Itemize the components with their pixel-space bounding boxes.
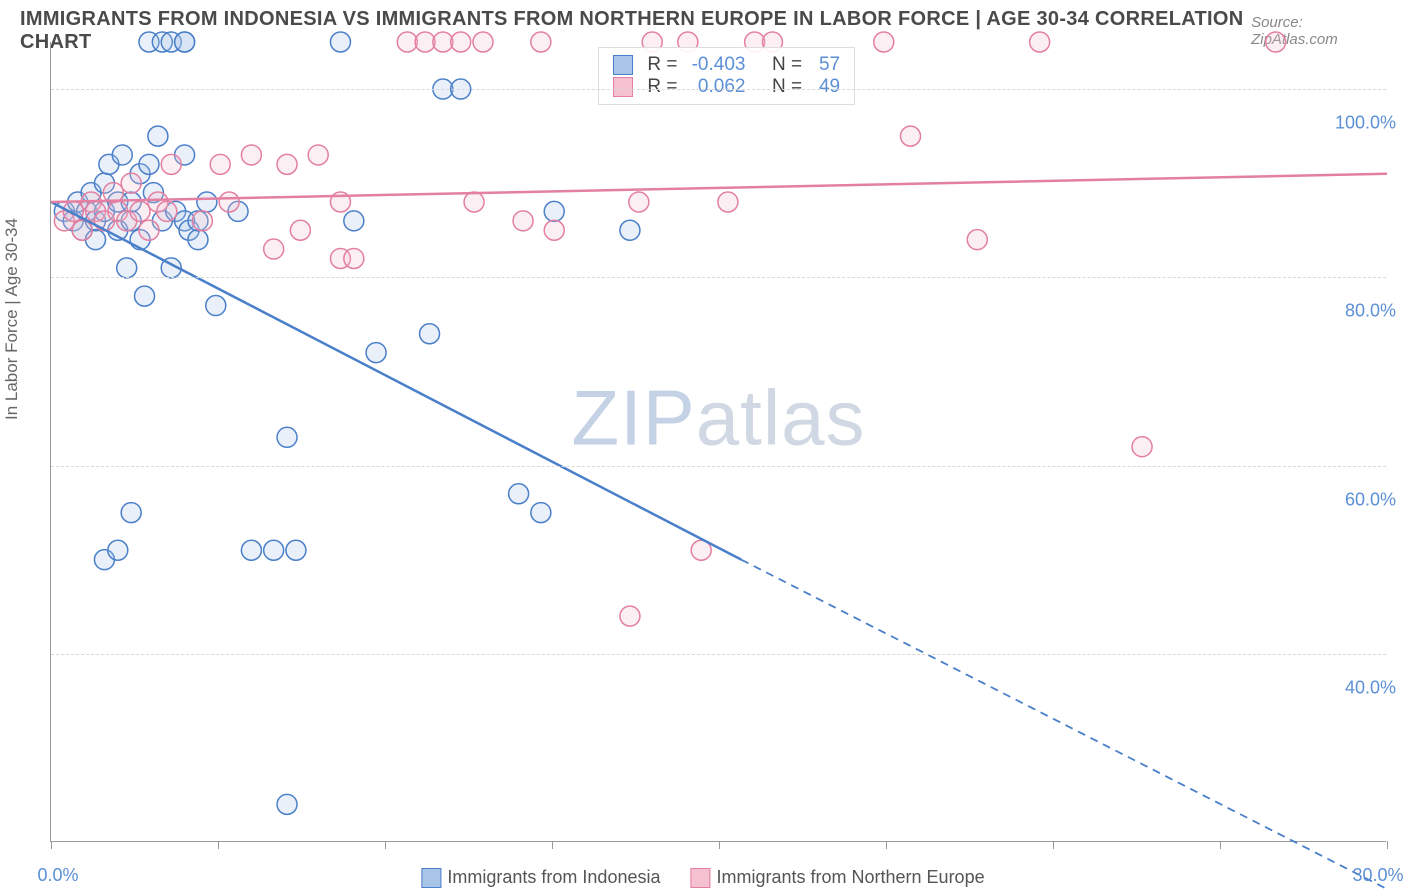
data-point <box>121 503 141 523</box>
data-point <box>900 126 920 146</box>
trend-line <box>51 202 741 560</box>
y-tick-label: 100.0% <box>1335 113 1396 134</box>
data-point <box>344 248 364 268</box>
data-point <box>277 794 297 814</box>
data-point <box>620 606 640 626</box>
data-point <box>629 192 649 212</box>
y-tick-label: 80.0% <box>1345 301 1396 322</box>
data-point <box>157 201 177 221</box>
data-point <box>197 192 217 212</box>
data-point <box>108 540 128 560</box>
x-tick <box>886 841 887 849</box>
series-swatch <box>613 55 633 75</box>
data-point <box>241 145 261 165</box>
scatter-svg <box>51 42 1386 841</box>
data-point <box>277 427 297 447</box>
x-tick <box>1220 841 1221 849</box>
data-point <box>148 126 168 146</box>
series-swatch <box>613 77 633 97</box>
data-point <box>121 173 141 193</box>
data-point <box>206 296 226 316</box>
data-point <box>286 540 306 560</box>
stats-row: R =0.062 N =49 <box>613 76 840 98</box>
x-tick-min: 0.0% <box>37 865 78 886</box>
y-axis-label: In Labor Force | Age 30-34 <box>2 218 22 420</box>
y-tick-label: 40.0% <box>1345 677 1396 698</box>
data-point <box>135 286 155 306</box>
data-point <box>620 220 640 240</box>
data-point <box>420 324 440 344</box>
x-tick <box>385 841 386 849</box>
data-point <box>330 32 350 52</box>
x-tick <box>218 841 219 849</box>
data-point <box>210 154 230 174</box>
series-name: Immigrants from Northern Europe <box>717 867 985 887</box>
data-point <box>464 192 484 212</box>
data-point <box>1030 32 1050 52</box>
y-tick-label: 60.0% <box>1345 489 1396 510</box>
data-point <box>473 32 493 52</box>
data-point <box>544 220 564 240</box>
data-point <box>192 211 212 231</box>
gridline <box>51 277 1386 278</box>
x-tick-max: 30.0% <box>1352 865 1403 886</box>
data-point <box>344 211 364 231</box>
data-point <box>175 32 195 52</box>
correlation-stats-box: R =-0.403 N =57 R =0.062 N =49 <box>598 47 855 105</box>
data-point <box>366 343 386 363</box>
data-point <box>161 154 181 174</box>
data-point <box>531 503 551 523</box>
data-point <box>513 211 533 231</box>
gridline <box>51 89 1386 90</box>
x-tick <box>1387 841 1388 849</box>
legend-item: Immigrants from Indonesia <box>421 867 660 888</box>
data-point <box>139 154 159 174</box>
data-point <box>967 230 987 250</box>
trend-line-extrapolated <box>741 560 1387 889</box>
data-point <box>308 145 328 165</box>
legend: Immigrants from Indonesia Immigrants from… <box>421 867 984 888</box>
gridline <box>51 654 1386 655</box>
data-point <box>139 220 159 240</box>
data-point <box>264 540 284 560</box>
data-point <box>188 230 208 250</box>
data-point <box>72 220 92 240</box>
data-point <box>451 32 471 52</box>
data-point <box>1132 437 1152 457</box>
x-tick <box>719 841 720 849</box>
data-point <box>544 201 564 221</box>
data-point <box>718 192 738 212</box>
series-name: Immigrants from Indonesia <box>447 867 660 887</box>
series-swatch <box>421 868 441 888</box>
data-point <box>531 32 551 52</box>
data-point <box>241 540 261 560</box>
data-point <box>290 220 310 240</box>
data-point <box>277 154 297 174</box>
data-point <box>415 32 435 52</box>
plot-area: ZIPatlas R =-0.403 N =57 R =0.062 N =49 <box>50 42 1386 842</box>
data-point <box>874 32 894 52</box>
gridline <box>51 466 1386 467</box>
data-point <box>130 201 150 221</box>
data-point <box>1266 32 1286 52</box>
data-point <box>397 32 417 52</box>
legend-item: Immigrants from Northern Europe <box>691 867 985 888</box>
data-point <box>509 484 529 504</box>
x-tick <box>1053 841 1054 849</box>
data-point <box>219 192 239 212</box>
data-point <box>433 32 453 52</box>
data-point <box>264 239 284 259</box>
x-tick <box>552 841 553 849</box>
stats-row: R =-0.403 N =57 <box>613 54 840 76</box>
data-point <box>112 145 132 165</box>
data-point <box>117 258 137 278</box>
x-tick <box>51 841 52 849</box>
series-swatch <box>691 868 711 888</box>
